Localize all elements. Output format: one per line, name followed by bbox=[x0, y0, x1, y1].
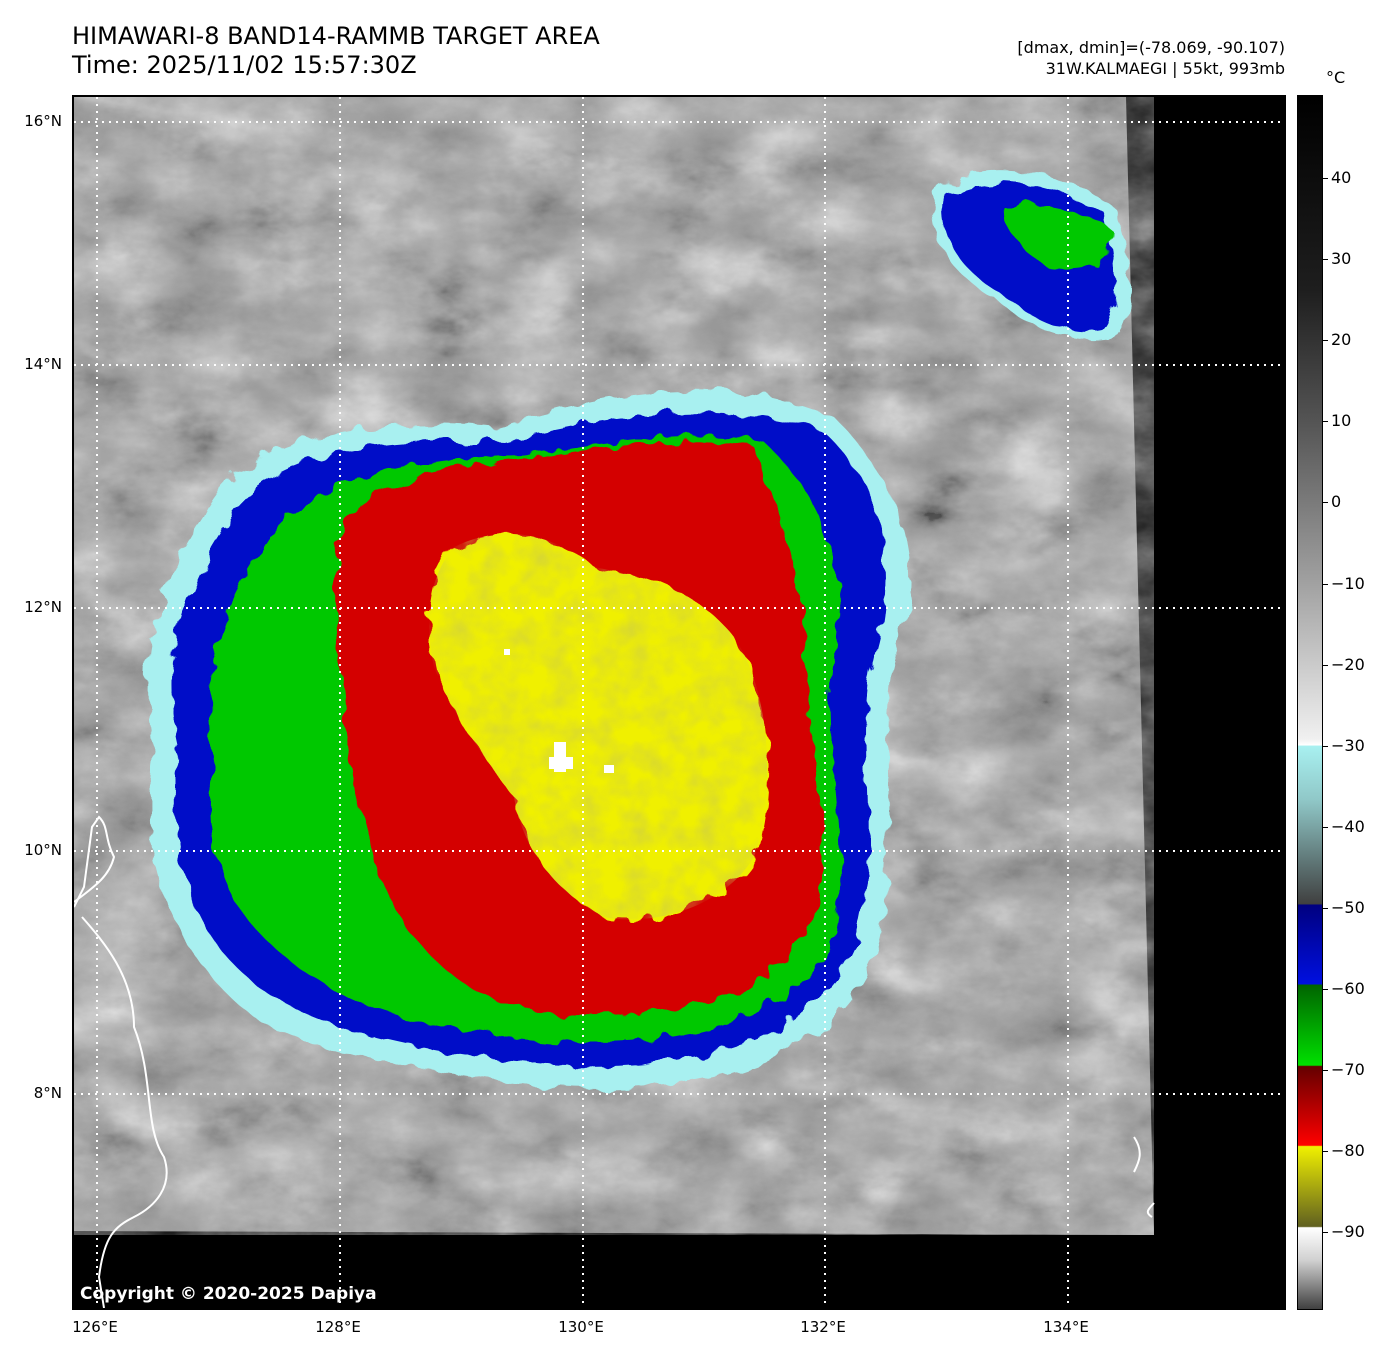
colorbar-tick-label: −80 bbox=[1331, 1141, 1365, 1160]
dmax-dmin-readout: [dmax, dmin]=(-78.069, -90.107) bbox=[1017, 38, 1285, 57]
lon-label-128E: 128°E bbox=[315, 1318, 361, 1336]
colorbar-tick bbox=[1322, 908, 1328, 909]
chart-timestamp: Time: 2025/11/02 15:57:30Z bbox=[72, 51, 417, 79]
colorbar-unit: °C bbox=[1326, 68, 1346, 87]
colorbar-tick bbox=[1322, 1232, 1328, 1233]
coastline bbox=[74, 815, 168, 1308]
colorbar-tick bbox=[1322, 502, 1328, 503]
lat-label-16N: 16°N bbox=[24, 112, 62, 130]
colorbar-tick-label: −60 bbox=[1331, 979, 1365, 998]
colorbar-tick-label: −20 bbox=[1331, 655, 1365, 674]
colorbar-tick bbox=[1322, 1151, 1328, 1152]
lon-label-134E: 134°E bbox=[1043, 1318, 1089, 1336]
colorbar-tick bbox=[1322, 746, 1328, 747]
colorbar-tick-label: 30 bbox=[1331, 249, 1352, 268]
lat-label-8N: 8°N bbox=[33, 1084, 62, 1102]
colorbar-tick-label: −70 bbox=[1331, 1060, 1365, 1079]
colorbar-tick bbox=[1322, 584, 1328, 585]
colorbar-tick-label: −50 bbox=[1331, 898, 1365, 917]
lat-label-12N: 12°N bbox=[24, 598, 62, 616]
lon-label-132E: 132°E bbox=[800, 1318, 846, 1336]
colorbar-tick bbox=[1322, 340, 1328, 341]
chart-title: HIMAWARI-8 BAND14-RAMMB TARGET AREA bbox=[72, 22, 600, 50]
lat-label-10N: 10°N bbox=[24, 841, 62, 859]
colorbar-tick-label: 10 bbox=[1331, 411, 1352, 430]
central-dense-overcast-texture bbox=[429, 533, 768, 920]
lon-label-126E: 126°E bbox=[72, 1318, 118, 1336]
colorbar-tick bbox=[1322, 259, 1328, 260]
lat-label-14N: 14°N bbox=[24, 355, 62, 373]
colorbar-tick-label: 40 bbox=[1331, 168, 1352, 187]
lon-label-130E: 130°E bbox=[558, 1318, 604, 1336]
northeast-convection bbox=[932, 170, 1129, 340]
coastline-east bbox=[1133, 1136, 1155, 1218]
colorbar-tick-label: 0 bbox=[1331, 492, 1342, 511]
gridlines bbox=[74, 97, 1284, 1308]
colorbar-tick-label: −40 bbox=[1331, 817, 1365, 836]
colorbar-tick-label: 20 bbox=[1331, 330, 1352, 349]
colorbar-tick bbox=[1322, 421, 1328, 422]
satellite-image bbox=[74, 97, 1284, 1308]
colorbar-tick bbox=[1322, 178, 1328, 179]
eye-white-spots bbox=[504, 649, 614, 773]
colorbar bbox=[1297, 95, 1323, 1310]
colorbar-tick-label: −90 bbox=[1331, 1222, 1365, 1241]
colorbar-tick bbox=[1322, 665, 1328, 666]
colorbar-tick bbox=[1322, 827, 1328, 828]
colorbar-tick-label: −30 bbox=[1331, 736, 1365, 755]
storm-info: 31W.KALMAEGI | 55kt, 993mb bbox=[1045, 59, 1285, 78]
colorbar-tick-label: −10 bbox=[1331, 574, 1365, 593]
copyright-text: Copyright © 2020-2025 Dapiya bbox=[80, 1284, 377, 1304]
colorbar-tick bbox=[1322, 1070, 1328, 1071]
satellite-map: Copyright © 2020-2025 Dapiya bbox=[72, 95, 1286, 1310]
colorbar-tick bbox=[1322, 989, 1328, 990]
